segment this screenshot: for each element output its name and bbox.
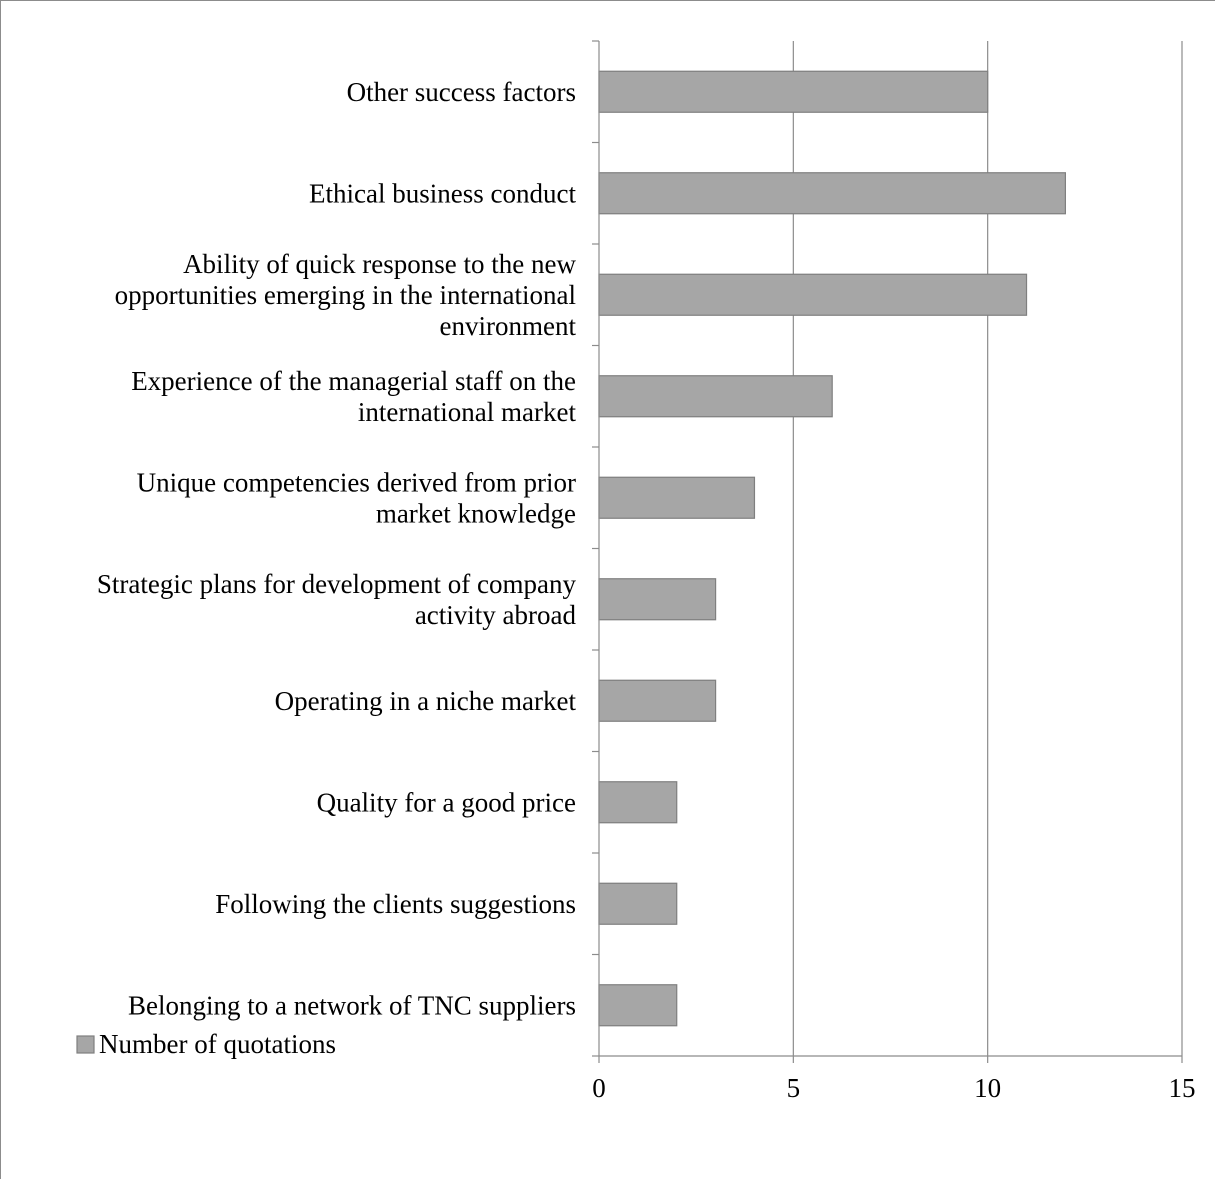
x-tick-label-0: 0 [592, 1073, 606, 1103]
bars [598, 70, 1066, 1027]
category-label-6: Strategic plans for development of compa… [97, 569, 577, 630]
bar-6 [598, 578, 717, 621]
legend-label: Number of quotations [99, 1029, 336, 1059]
category-label-5: Unique competencies derived from prior ma… [137, 467, 576, 528]
category-label-8: Quality for a good price [317, 787, 576, 817]
category-labels: Other success factors Ethical business co… [97, 77, 577, 1021]
legend: Number of quotations [76, 1029, 336, 1059]
axes [592, 40, 1183, 1063]
bar-9 [598, 882, 678, 925]
category-label-7: Operating in a niche market [275, 686, 577, 716]
category-label-10: Belonging to a network of TNC suppliers [128, 990, 576, 1020]
x-tick-labels: 0 5 10 15 [592, 1073, 1195, 1103]
bar-10 [598, 984, 678, 1027]
category-label-3: Ability of quick response to the new oppo… [115, 249, 577, 341]
category-label-2: Ethical business conduct [309, 178, 576, 208]
x-tick-label-5: 5 [787, 1073, 801, 1103]
bar-7 [598, 679, 717, 722]
bar-1 [598, 70, 989, 113]
x-tick-label-10: 10 [974, 1073, 1001, 1103]
category-label-4: Experience of the managerial staff on th… [131, 366, 576, 427]
bar-3 [598, 273, 1028, 316]
bar-8 [598, 781, 678, 824]
bar-4 [598, 375, 833, 418]
bar-5 [598, 476, 756, 519]
category-label-1: Other success factors [347, 77, 576, 107]
x-tick-label-15: 15 [1169, 1073, 1196, 1103]
category-label-9: Following the clients suggestions [215, 889, 576, 919]
legend-swatch [76, 1035, 95, 1054]
bar-2 [598, 172, 1066, 215]
